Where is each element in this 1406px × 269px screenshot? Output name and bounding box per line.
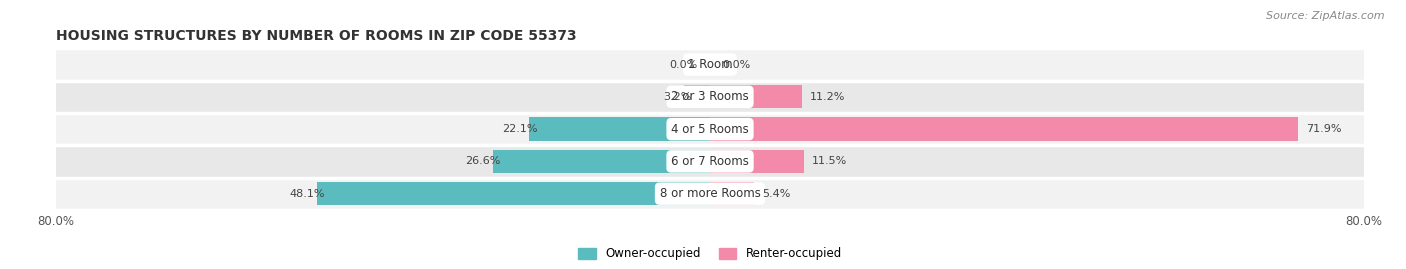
Text: 71.9%: 71.9% [1306,124,1341,134]
Text: 11.2%: 11.2% [810,92,845,102]
Legend: Owner-occupied, Renter-occupied: Owner-occupied, Renter-occupied [578,247,842,260]
Bar [710,85,801,108]
Bar [56,178,1364,210]
Text: 8 or more Rooms: 8 or more Rooms [659,187,761,200]
Bar [56,81,1364,113]
Text: 22.1%: 22.1% [502,124,537,134]
Bar [316,182,710,205]
Bar [710,182,754,205]
Bar [492,150,710,173]
Text: 3.2%: 3.2% [664,92,692,102]
Bar [530,118,710,141]
Text: 5.4%: 5.4% [762,189,790,199]
Text: 11.5%: 11.5% [813,156,848,167]
Bar [56,113,1364,145]
Text: 4 or 5 Rooms: 4 or 5 Rooms [671,123,749,136]
Bar [56,145,1364,178]
Text: 0.0%: 0.0% [669,59,697,70]
Bar [710,118,1298,141]
Text: HOUSING STRUCTURES BY NUMBER OF ROOMS IN ZIP CODE 55373: HOUSING STRUCTURES BY NUMBER OF ROOMS IN… [56,29,576,43]
Text: 2 or 3 Rooms: 2 or 3 Rooms [671,90,749,103]
Bar [710,150,804,173]
Bar [56,48,1364,81]
Text: 0.0%: 0.0% [723,59,751,70]
Text: 48.1%: 48.1% [290,189,325,199]
Text: 26.6%: 26.6% [465,156,501,167]
Text: 1 Room: 1 Room [688,58,733,71]
Text: Source: ZipAtlas.com: Source: ZipAtlas.com [1267,11,1385,21]
Text: 6 or 7 Rooms: 6 or 7 Rooms [671,155,749,168]
Bar [683,85,710,108]
